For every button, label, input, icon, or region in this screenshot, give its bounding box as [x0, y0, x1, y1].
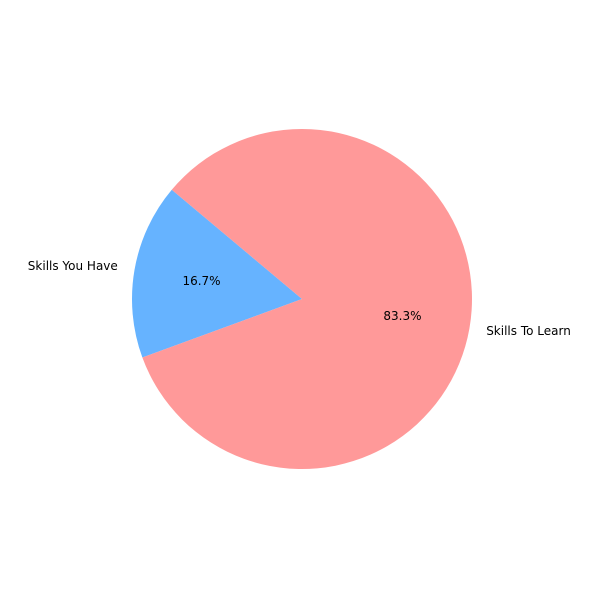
- slice-label-2: Skills To Learn: [486, 324, 571, 338]
- slice-label-1: Skills You Have: [28, 259, 118, 273]
- pie-slice-2: [142, 129, 472, 470]
- slice-percent-label-1: 16.7%: [182, 274, 220, 288]
- pie-slice-1: [131, 189, 302, 358]
- slice-percent-label-2: 83.3%: [383, 309, 421, 323]
